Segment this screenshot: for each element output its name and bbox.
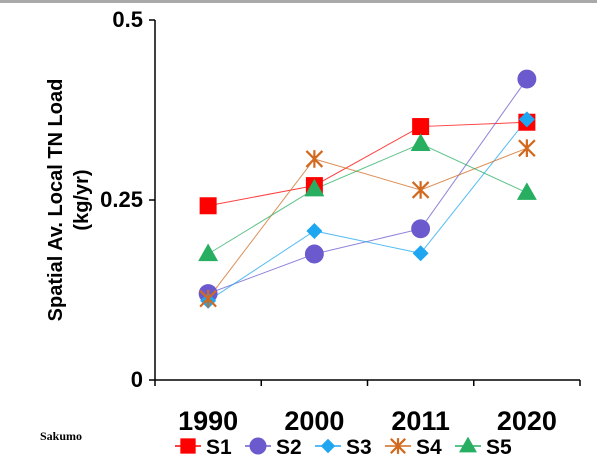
legend-label: S4 (416, 436, 442, 459)
series-line-s5 (207, 143, 528, 255)
data-point-square (199, 197, 217, 215)
x-tick-label: 2011 (391, 406, 450, 436)
x-tick-label: 2020 (497, 406, 557, 436)
chart-caption: Sakumo (40, 429, 83, 443)
y-tick-label: 0 (131, 367, 143, 392)
series-line-s1 (208, 121, 527, 207)
data-point-square (180, 438, 196, 454)
data-point-asterisk (411, 181, 430, 199)
data-point-circle (517, 69, 537, 89)
y-tick-label: 0.5 (112, 7, 143, 32)
data-point-diamond (412, 245, 429, 262)
data-point-circle (249, 437, 267, 455)
legend-label: S2 (276, 436, 302, 459)
data-point-asterisk (518, 139, 536, 157)
data-point-asterisk (199, 289, 217, 308)
legend-label: S5 (486, 436, 512, 459)
data-point-triangle (516, 182, 537, 200)
data-point-triangle (304, 178, 325, 197)
legend-label: S1 (206, 436, 232, 459)
data-point-diamond (306, 222, 323, 239)
data-point-triangle (459, 436, 477, 453)
data-point-triangle (410, 133, 431, 151)
x-tick-label: 2000 (284, 406, 344, 436)
top-border (0, 0, 597, 3)
data-point-asterisk (390, 438, 406, 454)
data-point-circle (304, 244, 324, 264)
series-line-s2 (207, 78, 528, 295)
series-line-s4 (207, 147, 528, 299)
y-axis-title: Spatial Av. Local TN Load (kg/yr) (45, 79, 93, 322)
data-point-circle (411, 219, 431, 239)
y-axis-title-line: (kg/yr) (71, 169, 93, 230)
y-tick-label: 0.25 (100, 187, 143, 212)
x-tick-label: 1990 (178, 406, 238, 436)
data-point-square (412, 118, 430, 136)
data-point-diamond (518, 111, 535, 128)
data-point-asterisk (305, 150, 324, 168)
data-point-triangle (198, 243, 219, 262)
data-point-diamond (320, 438, 336, 454)
series-line-s3 (207, 119, 528, 302)
legend-label: S3 (346, 436, 372, 459)
y-axis-title-line: Spatial Av. Local TN Load (45, 79, 67, 322)
